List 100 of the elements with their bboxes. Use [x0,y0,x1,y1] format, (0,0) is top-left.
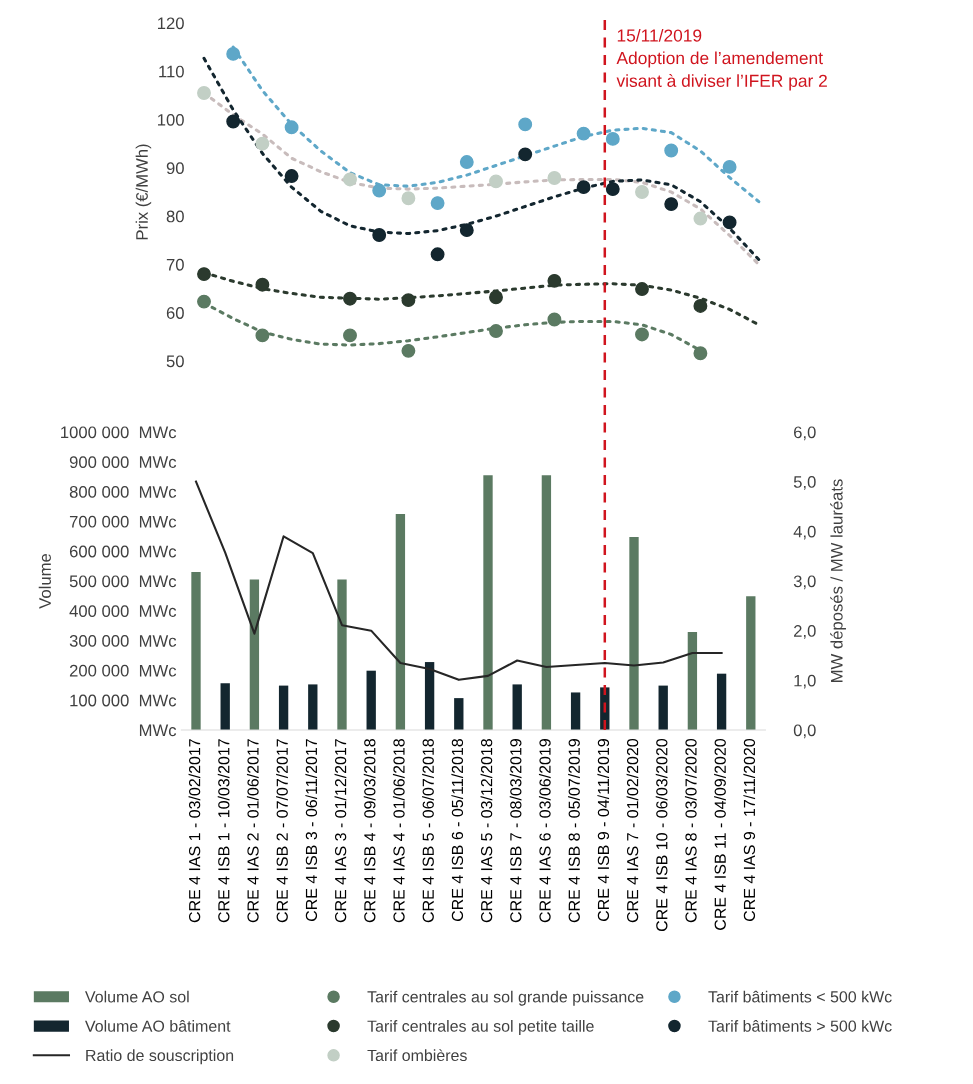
y2-tick-label: 6,0 [794,426,816,441]
x-tick-label: CRE 4 IAS 8 - 03/07/2020 [684,738,697,923]
point [226,114,241,129]
x-tick-label: CRE 4 ISB 4 - 09/03/2018 [363,739,376,923]
point [459,223,474,238]
point [664,143,679,158]
bar [191,572,201,730]
y-tick-label: 200 000 MWc [69,664,177,677]
legend-label: Tarif centrales au sol grande puissance [367,990,644,1006]
y-tick-label: 300 000 MWc [69,635,177,647]
bar [746,596,756,730]
y2-tick-label: 1,0 [794,674,816,689]
y-tick-label: 800 000 MWc [69,486,177,498]
point [635,185,649,199]
point [430,196,445,211]
y-axis-title: Prix (€/MWh) [135,144,152,240]
point [605,131,620,146]
bar [483,475,493,730]
bar [308,684,318,730]
y-tick-label: 120 [158,17,184,30]
x-tick-label: CRE 4 ISB 1 - 10/03/2017 [217,739,230,923]
point [518,117,533,132]
point [255,328,270,343]
bar [454,698,464,730]
y2-tick-label: 3,0 [793,575,816,590]
x-tick-label: CRE 4 IAS 3 - 01/12/2017 [334,739,347,923]
y2-tick-label: 0,0 [793,724,816,739]
y-tick-label: 100 [158,113,184,126]
x-tick-label: CRE 4 IAS 1 - 03/02/2017 [188,739,201,923]
point [489,290,503,305]
y-tick-label: MWc [139,724,177,737]
bar [570,692,581,730]
bar [716,673,727,730]
bar [424,662,435,730]
point [489,324,503,339]
legend-label: Ratio de souscription [86,1049,234,1065]
bar [629,536,639,730]
y2-tick-label: 2,0 [794,625,816,639]
point [722,215,737,230]
point [197,267,211,282]
y-tick-label: 60 [166,307,184,319]
x-tick-label: CRE 4 ISB 6 - 05/11/2018 [451,739,464,922]
bar [395,513,406,730]
point [459,155,474,170]
y-tick-label: 1000 000 MWc [61,426,177,439]
y2-axis-title: MW déposés / MW lauréats [830,479,846,682]
point [284,120,299,135]
line-series [194,480,723,681]
y-tick-label: 90 [166,162,184,175]
x-tick-label: CRE 4 IAS 6 - 03/06/2019 [538,739,551,923]
point [226,46,241,61]
x-tick-label: CRE 4 ISB 2 - 07/07/2017 [276,739,288,923]
y-tick-label: 500 000 MWc [69,575,177,588]
y2-tick-label: 4,0 [793,525,816,540]
point [255,277,270,292]
bar [249,579,260,730]
point [547,273,562,288]
point [372,228,387,242]
bar [512,684,522,730]
legend-label: Tarif bâtiments > 500 kWc [708,1020,892,1032]
point [401,191,416,206]
x-tick-label: CRE 4 ISB 11 - 04/09/2020 [714,738,726,930]
point [722,159,737,174]
point [343,172,357,187]
point [430,247,445,262]
bar [658,685,668,730]
point [401,343,416,358]
x-tick-label: CRE 4 ISB 8 - 05/07/2019 [568,739,580,923]
x-tick-label: CRE 4 IAS 2 - 01/06/2017 [246,739,259,923]
point [635,282,649,296]
point [693,211,708,226]
y-tick-label: 50 [166,355,184,368]
legend-label: Tarif bâtiments < 500 kWc [708,990,892,1003]
y-tick-label: 400 000 MWc [69,605,177,617]
legend-label: Tarif centrales au sol petite taille [367,1020,594,1035]
bar [278,685,289,730]
point [284,169,299,184]
x-tick-label: CRE 4 IAS 5 - 03/12/2018 [480,739,493,923]
point [372,183,387,198]
y-tick-label: 110 [159,65,184,78]
y-tick-label: 70 [166,258,184,271]
y-tick-label: 600 000 MWc [69,545,177,558]
point [576,126,591,141]
point [693,346,708,361]
bar [337,579,347,730]
x-tick-label: CRE 4 ISB 5 - 06/07/2018 [422,739,434,923]
point [693,299,708,313]
x-tick-label: CRE 4 ISB 3 - 06/11/2017 [305,739,318,922]
point [576,180,591,195]
point [635,327,649,342]
x-tick-label: CRE 4 ISB 9 - 04/11/2019 [597,739,610,922]
y-tick-label: 700 000 MWc [69,515,177,528]
y-tick-label: 100 000 MWc [70,694,177,707]
point [197,86,211,100]
y-axis-title: Volume [38,553,51,609]
point [255,136,270,151]
x-tick-label: CRE 4 ISB 10 - 06/03/2020 [655,738,668,932]
bar [541,475,552,730]
legend-label: Volume AO bâtiment [85,1020,231,1032]
point [343,291,357,306]
